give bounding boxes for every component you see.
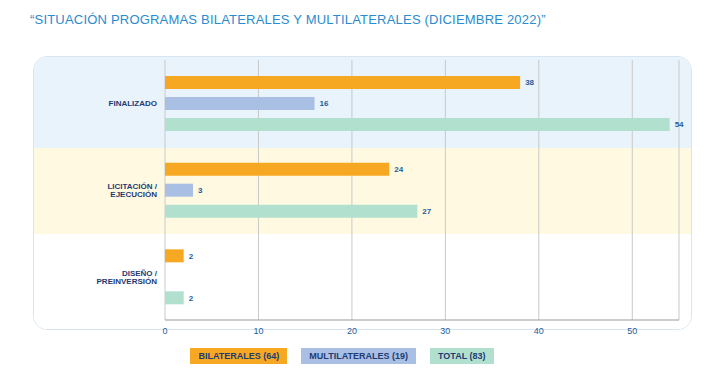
html-text:MULTILATERALES (19): MULTILATERALES (19) bbox=[309, 351, 408, 361]
svg-text:16: 16 bbox=[320, 99, 329, 108]
svg-text:20: 20 bbox=[347, 326, 357, 336]
svg-text:FINALIZADO: FINALIZADO bbox=[109, 99, 157, 108]
svg-text:54: 54 bbox=[675, 120, 684, 129]
svg-text:0: 0 bbox=[162, 326, 167, 336]
svg-text:30: 30 bbox=[440, 326, 450, 336]
svg-text:24: 24 bbox=[394, 165, 403, 174]
svg-text:2: 2 bbox=[189, 294, 194, 303]
html-text:“SITUACIÓN PROGRAMAS BILATERAL: “SITUACIÓN PROGRAMAS BILATERALES Y MULTI… bbox=[30, 12, 546, 27]
svg-text:3: 3 bbox=[198, 186, 203, 195]
svg-text:10: 10 bbox=[253, 326, 263, 336]
svg-text:40: 40 bbox=[534, 326, 544, 336]
html-text:TOTAL (83): TOTAL (83) bbox=[438, 351, 486, 361]
svg-text:LICITACIÓN /EJECUCIÓN: LICITACIÓN /EJECUCIÓN bbox=[107, 182, 157, 199]
svg-text:38: 38 bbox=[525, 78, 534, 87]
svg-text:27: 27 bbox=[422, 207, 431, 216]
svg-text:2: 2 bbox=[189, 252, 194, 261]
html-text:BILATERALES (64): BILATERALES (64) bbox=[198, 351, 280, 361]
svg-text:DISEÑO /PREINVERSIÓN: DISEÑO /PREINVERSIÓN bbox=[97, 269, 158, 286]
svg-text:50: 50 bbox=[627, 326, 637, 336]
